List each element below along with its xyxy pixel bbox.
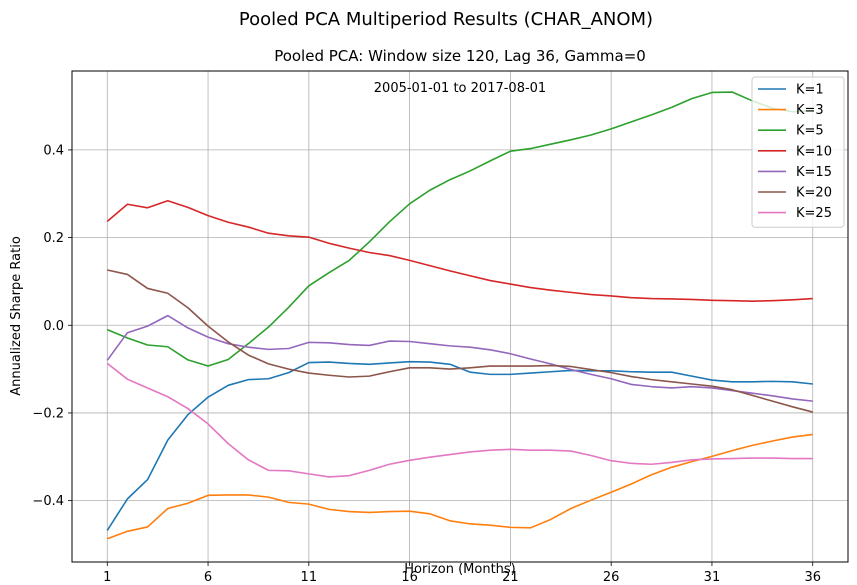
x-tick-label: 11 xyxy=(301,570,318,585)
x-tick-label: 16 xyxy=(401,570,418,585)
x-tick-label: 36 xyxy=(804,570,821,585)
y-tick-label: 0.2 xyxy=(43,231,64,246)
x-axis-label: Horizon (Months) xyxy=(404,562,516,577)
y-tick-label: −0.4 xyxy=(32,494,64,509)
series-line-k-25 xyxy=(106,362,813,478)
x-tick-label: 31 xyxy=(704,570,721,585)
y-tick-label: −0.2 xyxy=(32,406,64,421)
x-tick-label: 1 xyxy=(103,570,111,585)
legend-label: K=10 xyxy=(796,144,832,159)
y-tick-label: 0.0 xyxy=(43,319,64,334)
legend: K=1 K=3 K=5 K=10 K=15 K=20 K=25 xyxy=(751,76,845,228)
x-tick-label: 21 xyxy=(502,570,519,585)
plot-frame xyxy=(71,70,849,563)
legend-label: K=25 xyxy=(796,206,832,221)
y-tick-label: 0.4 xyxy=(43,143,64,158)
series-line-k-10 xyxy=(106,199,813,302)
legend-label: K=3 xyxy=(796,103,824,118)
x-tick-label: 26 xyxy=(603,570,620,585)
series-line-k-20 xyxy=(107,269,813,413)
series-line-k-3 xyxy=(106,433,813,540)
legend-label: K=20 xyxy=(796,186,832,201)
legend-label: K=1 xyxy=(796,83,824,98)
series-line-k-15 xyxy=(106,314,813,402)
legend-label: K=15 xyxy=(796,165,832,180)
legend-frame xyxy=(751,76,845,228)
x-tick-label: 6 xyxy=(204,570,212,585)
y-axis-label: Annualized Sharpe Ratio xyxy=(9,236,24,396)
date-range-annotation: 2005-01-01 to 2017-08-01 xyxy=(374,81,546,96)
chart-title: Pooled PCA: Window size 120, Lag 36, Gam… xyxy=(274,47,646,65)
legend-label: K=5 xyxy=(796,124,824,139)
series-line-k-5 xyxy=(106,91,813,367)
plot-area xyxy=(71,70,849,563)
chart-suptitle: Pooled PCA Multiperiod Results (CHAR_ANO… xyxy=(239,9,653,30)
